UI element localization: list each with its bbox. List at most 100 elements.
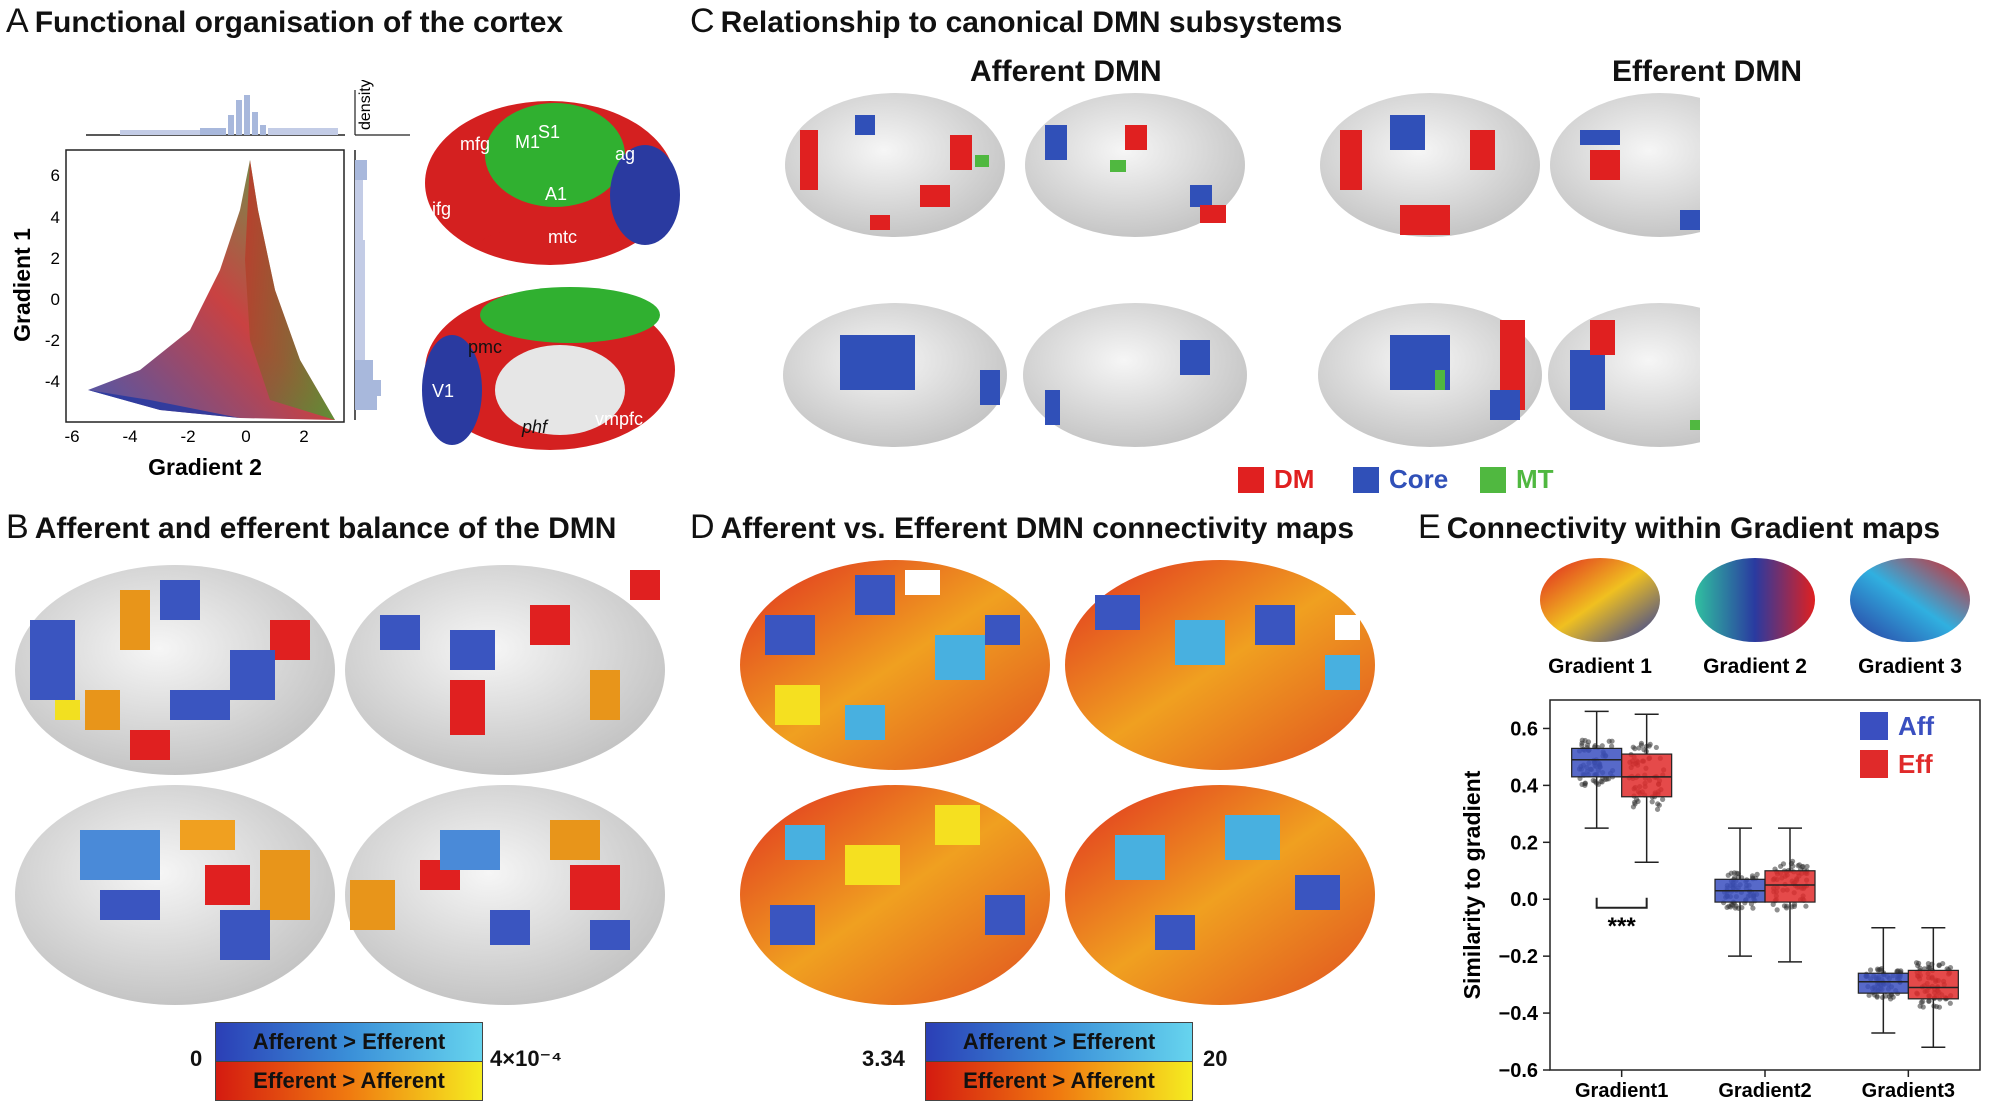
data-point — [1795, 863, 1801, 869]
y-axis-label: Gradient 1 — [9, 228, 35, 342]
data-point — [1886, 993, 1892, 1000]
data-point — [1590, 777, 1596, 784]
data-point — [1606, 738, 1612, 744]
data-point — [1649, 799, 1655, 805]
data-point — [1636, 745, 1642, 751]
y-axis-ticks: 6 4 2 0 -2 -4 — [45, 166, 60, 391]
afferent-dmn-title: Afferent DMN — [970, 55, 1162, 88]
y-tick-label: −0.4 — [1499, 1003, 1539, 1025]
significance-bracket — [1595, 897, 1648, 909]
similarity-boxplot: 0.6 0.4 0.2 0.0 −0.2 −0.4 −0.6 Similarity to gr… — [1459, 699, 1981, 1100]
panel-b-cbar-afferent: Afferent > Efferent — [215, 1022, 483, 1061]
panel-d-title: D Afferent vs. Efferent DMN connectivity … — [690, 508, 1355, 546]
y-tick-label: 0.6 — [1510, 718, 1538, 740]
data-point — [1890, 994, 1896, 1000]
data-point — [1803, 903, 1809, 909]
thumb-gradient-1-label: Gradient 1 — [1548, 655, 1652, 678]
data-point — [1654, 806, 1661, 812]
svg-text:V1: V1 — [432, 381, 454, 401]
data-point — [1874, 993, 1880, 999]
data-point — [1632, 746, 1638, 752]
x-tick-label: Gradient2 — [1718, 1080, 1811, 1100]
box-eff — [1621, 753, 1673, 798]
data-point — [1781, 903, 1788, 909]
y-tick-label: 0.0 — [1510, 889, 1538, 911]
legend-swatch-aff — [1860, 712, 1888, 740]
legend-mt: MT — [1480, 464, 1554, 495]
panel-d-cbar-min: 3.34 — [862, 1046, 905, 1071]
data-point — [1660, 796, 1666, 802]
svg-text:phf: phf — [521, 417, 549, 437]
data-point — [1731, 870, 1738, 876]
box-eff — [1764, 870, 1816, 903]
data-point — [1791, 903, 1798, 909]
svg-text:ag: ag — [615, 144, 635, 164]
svg-text:ifg: ifg — [432, 199, 451, 219]
panel-b-colorbar: Afferent > Efferent Efferent > Afferent — [215, 1022, 483, 1101]
panel-a-title: A Functional organisation of the cortex — [6, 2, 564, 40]
legend-label-aff: Aff — [1898, 711, 1934, 741]
data-point — [1917, 1003, 1923, 1009]
legend-core: Core — [1353, 464, 1448, 495]
svg-text:2: 2 — [51, 249, 60, 268]
svg-text:6: 6 — [51, 166, 60, 185]
svg-text:-2: -2 — [45, 331, 60, 350]
data-point — [1750, 905, 1756, 911]
thumb-gradient-3-label: Gradient 3 — [1858, 655, 1962, 678]
x-tick-label: Gradient3 — [1862, 1080, 1955, 1100]
data-point — [1913, 960, 1920, 966]
panel-b-cbar-max: 4×10⁻⁴ — [490, 1046, 563, 1071]
svg-text:4: 4 — [51, 208, 60, 227]
significance-marker: *** — [1608, 913, 1637, 940]
data-point — [1874, 966, 1881, 972]
legend-mt-swatch — [1480, 466, 1506, 493]
data-point — [1804, 863, 1810, 870]
svg-text:0: 0 — [51, 290, 60, 309]
panel-b-title: B Afferent and efferent balance of the DM… — [6, 508, 617, 546]
legend-dm-swatch — [1238, 466, 1264, 493]
data-point — [1653, 744, 1659, 751]
svg-text:-4: -4 — [122, 427, 137, 446]
data-point — [1754, 871, 1760, 877]
density-label: density — [357, 80, 374, 130]
gradient-brain-medial: pmc V1 phf vmpfc — [422, 287, 675, 450]
subsystem-patches — [800, 115, 1700, 430]
panel-c-title: C Relationship to canonical DMN subsystem… — [690, 2, 1343, 40]
efferent-dmn-title: Efferent DMN — [1612, 55, 1803, 88]
data-point — [1582, 782, 1588, 788]
svg-text:vmpfc: vmpfc — [595, 409, 643, 429]
thumb-gradient-2-label: Gradient 2 — [1703, 655, 1807, 678]
svg-text:-4: -4 — [45, 372, 60, 391]
data-point — [1926, 998, 1932, 1004]
data-point — [1774, 907, 1780, 913]
afferent-efferent-balance-brains — [15, 565, 665, 1005]
data-point — [1749, 873, 1756, 879]
dmn-subsystem-brains — [783, 93, 1700, 447]
y-tick-label: −0.2 — [1499, 946, 1538, 968]
svg-text:-2: -2 — [180, 427, 195, 446]
data-point — [1790, 863, 1796, 869]
legend-dm: DM — [1238, 464, 1314, 495]
data-point — [1936, 962, 1942, 968]
data-point — [1630, 804, 1637, 810]
data-point — [1725, 872, 1731, 878]
y-tick-label: −0.6 — [1499, 1060, 1538, 1082]
data-point — [1867, 967, 1874, 973]
gradient-brain-lateral: mfg M1 S1 ag ifg A1 mtc — [425, 101, 680, 265]
svg-text:-6: -6 — [64, 427, 79, 446]
data-point — [1866, 992, 1872, 998]
data-point — [1927, 965, 1933, 971]
x-tick-label: Gradient1 — [1575, 1080, 1668, 1100]
data-point — [1947, 1000, 1953, 1006]
svg-text:S1: S1 — [538, 122, 560, 142]
x-axis-label: Gradient 2 — [148, 454, 262, 480]
svg-text:2: 2 — [299, 427, 308, 446]
panel-d-cbar-max: 20 — [1203, 1046, 1228, 1071]
panel-b-cbar-efferent: Efferent > Afferent — [215, 1061, 483, 1101]
data-point — [1895, 968, 1901, 974]
gradient-scatter-plot: density 6 4 2 0 -2 -4 -6 -4 -2 0 2 Gradi… — [9, 80, 410, 480]
data-point — [1638, 740, 1645, 746]
panel-e-title: E Connectivity within Gradient maps — [1418, 508, 1941, 546]
legend-core-swatch — [1353, 466, 1379, 493]
box-aff — [1857, 972, 1909, 994]
